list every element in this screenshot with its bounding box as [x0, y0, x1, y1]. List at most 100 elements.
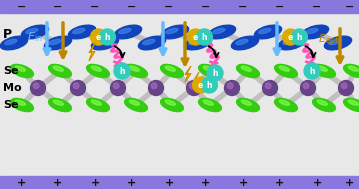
- Text: $E_{\rm epf}$: $E_{\rm epf}$: [318, 33, 340, 49]
- Text: Se: Se: [3, 66, 19, 76]
- Ellipse shape: [125, 98, 148, 112]
- Ellipse shape: [213, 28, 225, 34]
- Ellipse shape: [166, 28, 178, 34]
- Ellipse shape: [329, 39, 341, 45]
- Text: −: −: [275, 2, 285, 12]
- Ellipse shape: [15, 66, 25, 71]
- Ellipse shape: [189, 39, 201, 45]
- Ellipse shape: [143, 39, 155, 45]
- Ellipse shape: [125, 64, 148, 78]
- Ellipse shape: [236, 39, 248, 45]
- Circle shape: [151, 83, 157, 89]
- Ellipse shape: [45, 36, 71, 50]
- Ellipse shape: [129, 66, 139, 71]
- Text: h: h: [309, 67, 315, 75]
- Circle shape: [149, 81, 163, 95]
- Text: e: e: [96, 33, 101, 42]
- Circle shape: [192, 77, 209, 93]
- Ellipse shape: [237, 64, 260, 78]
- Ellipse shape: [348, 100, 358, 105]
- Ellipse shape: [344, 98, 359, 112]
- Text: Se: Se: [3, 100, 19, 110]
- Text: +: +: [90, 177, 100, 187]
- Circle shape: [33, 83, 39, 89]
- Circle shape: [339, 81, 354, 95]
- Ellipse shape: [313, 64, 335, 78]
- Text: −: −: [53, 2, 63, 12]
- Text: +: +: [17, 177, 27, 187]
- Text: h: h: [207, 81, 212, 90]
- Circle shape: [73, 83, 79, 89]
- Circle shape: [113, 83, 119, 89]
- Ellipse shape: [208, 25, 236, 39]
- Text: P: P: [3, 28, 12, 40]
- Ellipse shape: [91, 100, 102, 105]
- Text: h: h: [212, 68, 218, 77]
- Circle shape: [70, 81, 85, 95]
- Ellipse shape: [344, 64, 359, 78]
- Ellipse shape: [162, 25, 188, 39]
- Text: h: h: [119, 67, 125, 75]
- Ellipse shape: [317, 100, 327, 105]
- Ellipse shape: [199, 64, 222, 78]
- Polygon shape: [193, 72, 199, 90]
- Ellipse shape: [255, 25, 281, 39]
- Circle shape: [262, 81, 278, 95]
- Ellipse shape: [68, 25, 95, 39]
- Ellipse shape: [348, 66, 358, 71]
- Circle shape: [341, 83, 347, 89]
- Ellipse shape: [87, 64, 109, 78]
- Ellipse shape: [275, 98, 298, 112]
- Ellipse shape: [96, 39, 108, 45]
- Ellipse shape: [279, 66, 289, 71]
- Text: −: −: [238, 2, 248, 12]
- Ellipse shape: [275, 64, 298, 78]
- Text: h: h: [202, 33, 207, 42]
- Ellipse shape: [160, 64, 183, 78]
- Ellipse shape: [53, 100, 64, 105]
- Polygon shape: [185, 66, 191, 82]
- Circle shape: [189, 83, 195, 89]
- Ellipse shape: [22, 25, 48, 39]
- Text: −: −: [201, 2, 211, 12]
- Ellipse shape: [241, 66, 251, 71]
- Circle shape: [114, 63, 130, 79]
- Ellipse shape: [241, 100, 251, 105]
- Circle shape: [300, 81, 316, 95]
- Text: −: −: [345, 2, 355, 12]
- Text: +: +: [275, 177, 285, 187]
- Ellipse shape: [5, 39, 17, 45]
- Text: −: −: [164, 2, 174, 12]
- Ellipse shape: [185, 36, 211, 50]
- Ellipse shape: [199, 98, 222, 112]
- Circle shape: [111, 81, 126, 95]
- Text: e: e: [288, 33, 293, 42]
- Circle shape: [265, 83, 271, 89]
- Text: +: +: [345, 177, 355, 187]
- Ellipse shape: [15, 100, 25, 105]
- Circle shape: [207, 65, 223, 81]
- Ellipse shape: [279, 100, 289, 105]
- Ellipse shape: [259, 28, 271, 34]
- Ellipse shape: [278, 36, 306, 50]
- Ellipse shape: [10, 98, 33, 112]
- Ellipse shape: [87, 98, 109, 112]
- Circle shape: [303, 83, 309, 89]
- Ellipse shape: [92, 36, 118, 50]
- Ellipse shape: [26, 28, 38, 34]
- Ellipse shape: [165, 100, 176, 105]
- Circle shape: [201, 77, 218, 93]
- Text: +: +: [238, 177, 248, 187]
- Bar: [0, 176, 359, 189]
- Ellipse shape: [203, 100, 214, 105]
- Ellipse shape: [0, 36, 28, 50]
- Text: −: −: [90, 2, 100, 12]
- Text: +: +: [53, 177, 62, 187]
- Ellipse shape: [53, 66, 64, 71]
- Ellipse shape: [237, 98, 260, 112]
- Ellipse shape: [48, 98, 71, 112]
- Ellipse shape: [306, 28, 318, 34]
- Circle shape: [196, 29, 213, 45]
- Ellipse shape: [119, 28, 131, 34]
- Ellipse shape: [138, 36, 165, 50]
